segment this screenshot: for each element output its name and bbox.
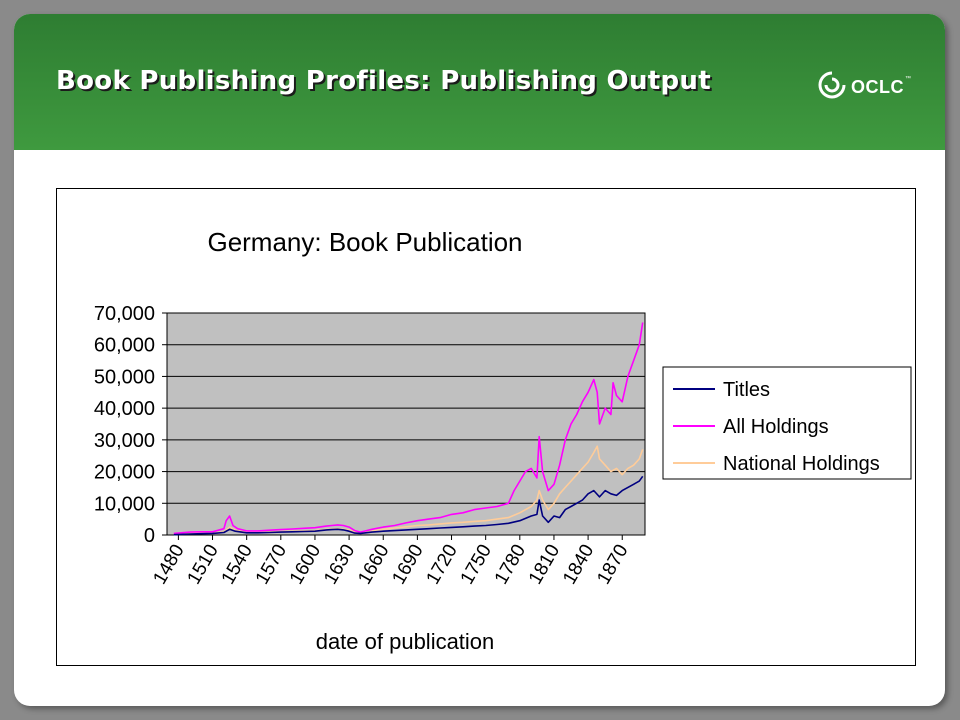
x-axis-label: date of publication: [316, 629, 495, 654]
y-tick-label: 40,000: [94, 398, 155, 420]
legend-box: [662, 366, 912, 480]
legend-entry: All Holdings: [723, 416, 829, 438]
y-tick-label: 70,000: [94, 303, 155, 325]
y-tick-label: 50,000: [94, 366, 155, 388]
x-tick-label: 1870: [593, 541, 632, 588]
x-tick-label: 1600: [286, 541, 325, 588]
legend-entry: National Holdings: [723, 453, 880, 475]
x-tick-label: 1840: [559, 541, 598, 588]
x-tick-label: 1660: [354, 541, 393, 588]
oclc-logo-tm: ™: [905, 76, 911, 82]
oclc-swirl-icon: [817, 70, 847, 105]
plot-area: [166, 312, 646, 536]
x-tick-label: 1810: [525, 541, 564, 588]
x-tick-label: 1630: [320, 541, 359, 588]
series-line-0: [173, 475, 644, 536]
y-tick-label: 60,000: [94, 335, 155, 357]
x-tick-label: 1720: [423, 541, 462, 588]
x-tick-label: 1750: [457, 541, 496, 588]
x-tick-label: 1480: [149, 541, 188, 588]
oclc-logo: OCLC ™: [817, 70, 911, 104]
header-band: Book Publishing Profiles: Publishing Out…: [14, 14, 945, 150]
chart-svg: Germany: Book Publication 0 10,000 20,000 3…: [94, 227, 912, 654]
y-tick-label: 30,000: [94, 430, 155, 452]
y-tick-label: 0: [144, 525, 155, 547]
chart-title: Germany: Book Publication: [207, 227, 522, 257]
legend-entry: Titles: [723, 379, 770, 401]
series-line-1: [173, 322, 644, 535]
x-tick-label: 1780: [491, 541, 530, 588]
x-tick-label: 1510: [184, 541, 223, 588]
x-tick-label: 1540: [218, 541, 257, 588]
page-title: Book Publishing Profiles: Publishing Out…: [56, 66, 711, 96]
slide: Book Publishing Profiles: Publishing Out…: [14, 14, 945, 706]
chart-frame: Germany: Book Publication 0 10,000 20,000 3…: [56, 188, 916, 666]
oclc-logo-text: OCLC: [851, 76, 904, 97]
y-tick-label: 10,000: [94, 493, 155, 515]
x-tick-label: 1570: [252, 541, 291, 588]
x-tick-label: 1690: [388, 541, 427, 588]
y-tick-label: 20,000: [94, 462, 155, 484]
